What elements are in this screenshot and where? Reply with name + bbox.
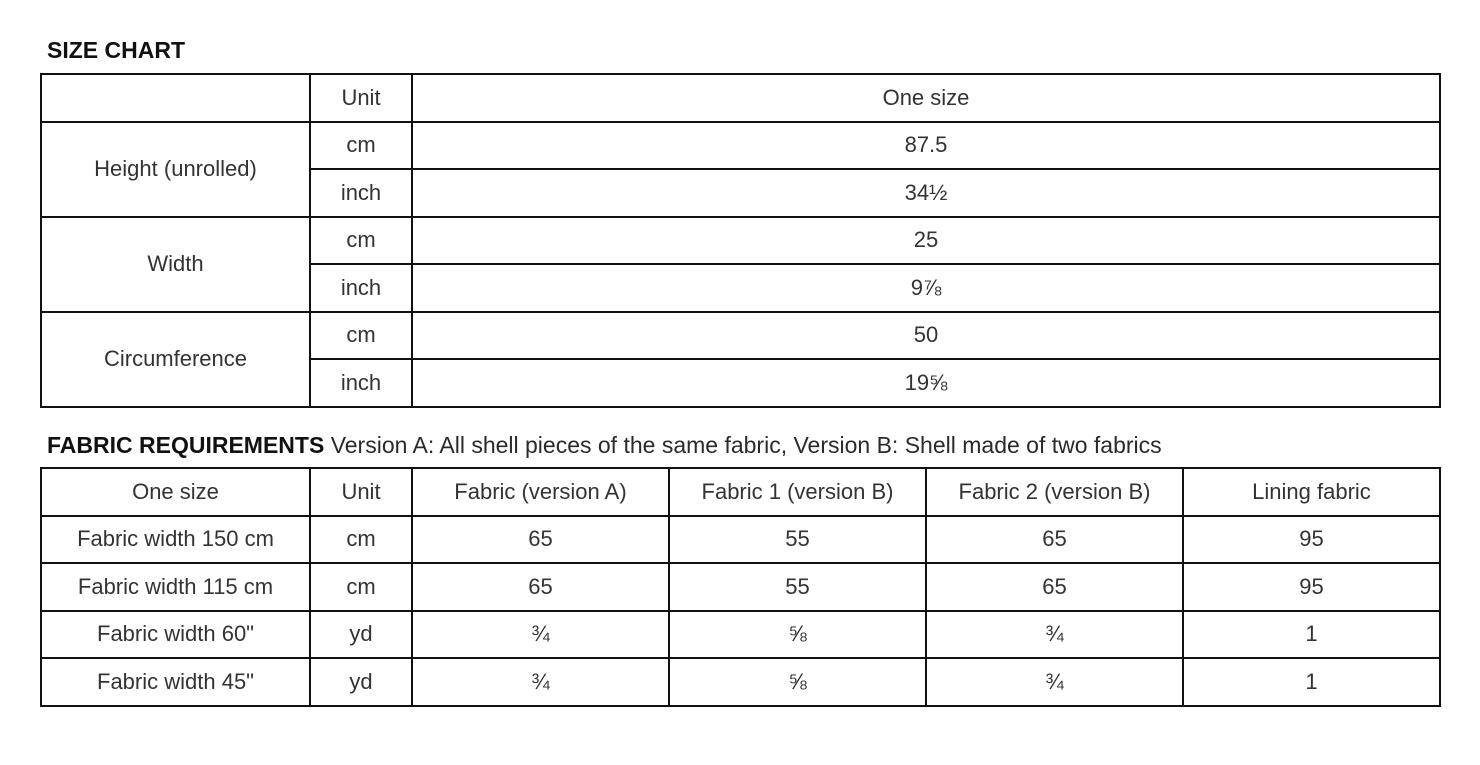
header-cell: Fabric 1 (version B) — [668, 467, 927, 517]
unit-cell: cm — [309, 562, 413, 612]
value-cell: 19⅝ — [411, 358, 1441, 408]
unit-cell: inch — [309, 168, 413, 218]
row-label: Fabric width 60" — [40, 609, 311, 659]
table-row: Fabric width 45" yd ¾ ⅝ ¾ 1 — [40, 657, 1441, 707]
value-cell: 1 — [1182, 657, 1441, 707]
header-cell: Fabric 2 (version B) — [925, 467, 1184, 517]
table-row: Fabric width 150 cm cm 65 55 65 95 — [40, 514, 1441, 564]
value-cell: ⅝ — [668, 657, 927, 707]
value-cell: 1 — [1182, 609, 1441, 659]
table-row: inch 34½ — [41, 168, 1441, 218]
value-cell: 25 — [411, 215, 1441, 265]
unit-cell: cm — [309, 215, 413, 265]
value-cell: ¾ — [411, 657, 670, 707]
row-label: Height (unrolled) — [40, 120, 311, 218]
unit-cell: yd — [309, 609, 413, 659]
header-cell: Fabric (version A) — [411, 467, 670, 517]
unit-cell: cm — [309, 120, 413, 170]
table-row: inch 19⅝ — [41, 358, 1441, 408]
table-row: Width cm 25 — [40, 215, 1441, 313]
unit-cell: inch — [309, 263, 413, 313]
table-row: Fabric width 60" yd ¾ ⅝ ¾ 1 — [40, 609, 1441, 659]
value-cell: 65 — [411, 562, 670, 612]
row-label: Fabric width 150 cm — [40, 514, 311, 564]
value-cell: ⅝ — [668, 609, 927, 659]
value-cell: 95 — [1182, 514, 1441, 564]
fabric-requirements-table: One size Unit Fabric (version A) Fabric 1 (… — [40, 467, 1441, 707]
value-cell: ¾ — [411, 609, 670, 659]
unit-cell: yd — [309, 657, 413, 707]
table-row: Height (unrolled) cm 87.5 — [40, 120, 1441, 218]
value-cell: 55 — [668, 562, 927, 612]
table-header-row: Unit One size — [40, 73, 1441, 123]
header-cell: Lining fabric — [1182, 467, 1441, 517]
value-cell: 34½ — [411, 168, 1441, 218]
value-cell: 65 — [925, 562, 1184, 612]
value-cell: ¾ — [925, 657, 1184, 707]
fabric-subtitle: Version A: All shell pieces of the same … — [330, 432, 1162, 458]
value-cell: 65 — [411, 514, 670, 564]
unit-cell: cm — [309, 514, 413, 564]
value-cell: 9⅞ — [411, 263, 1441, 313]
table-row: Circumference cm 50 — [40, 310, 1441, 408]
value-cell: 55 — [668, 514, 927, 564]
value-cell: 65 — [925, 514, 1184, 564]
row-label: Fabric width 45" — [40, 657, 311, 707]
header-cell: Unit — [309, 467, 413, 517]
unit-cell: inch — [309, 358, 413, 408]
fabric-requirements-title: FABRIC REQUIREMENTS Version A: All shell… — [47, 432, 1162, 458]
value-cell: 87.5 — [411, 120, 1441, 170]
header-cell: One size — [411, 73, 1441, 123]
header-cell: One size — [40, 467, 311, 517]
value-cell: ¾ — [925, 609, 1184, 659]
header-cell: Unit — [309, 73, 413, 123]
row-label: Circumference — [40, 310, 311, 408]
table-row: inch 9⅞ — [41, 263, 1441, 313]
size-chart-table: Unit One size Height (unrolled) cm 87.5 … — [40, 73, 1441, 408]
value-cell: 95 — [1182, 562, 1441, 612]
row-label: Fabric width 115 cm — [40, 562, 311, 612]
value-cell: 50 — [411, 310, 1441, 360]
unit-cell: cm — [309, 310, 413, 360]
size-chart-title: SIZE CHART — [47, 37, 185, 63]
table-header-row: One size Unit Fabric (version A) Fabric 1 (… — [40, 467, 1441, 517]
row-label: Width — [40, 215, 311, 313]
header-cell — [40, 73, 311, 123]
table-row: Fabric width 115 cm cm 65 55 65 95 — [40, 562, 1441, 612]
